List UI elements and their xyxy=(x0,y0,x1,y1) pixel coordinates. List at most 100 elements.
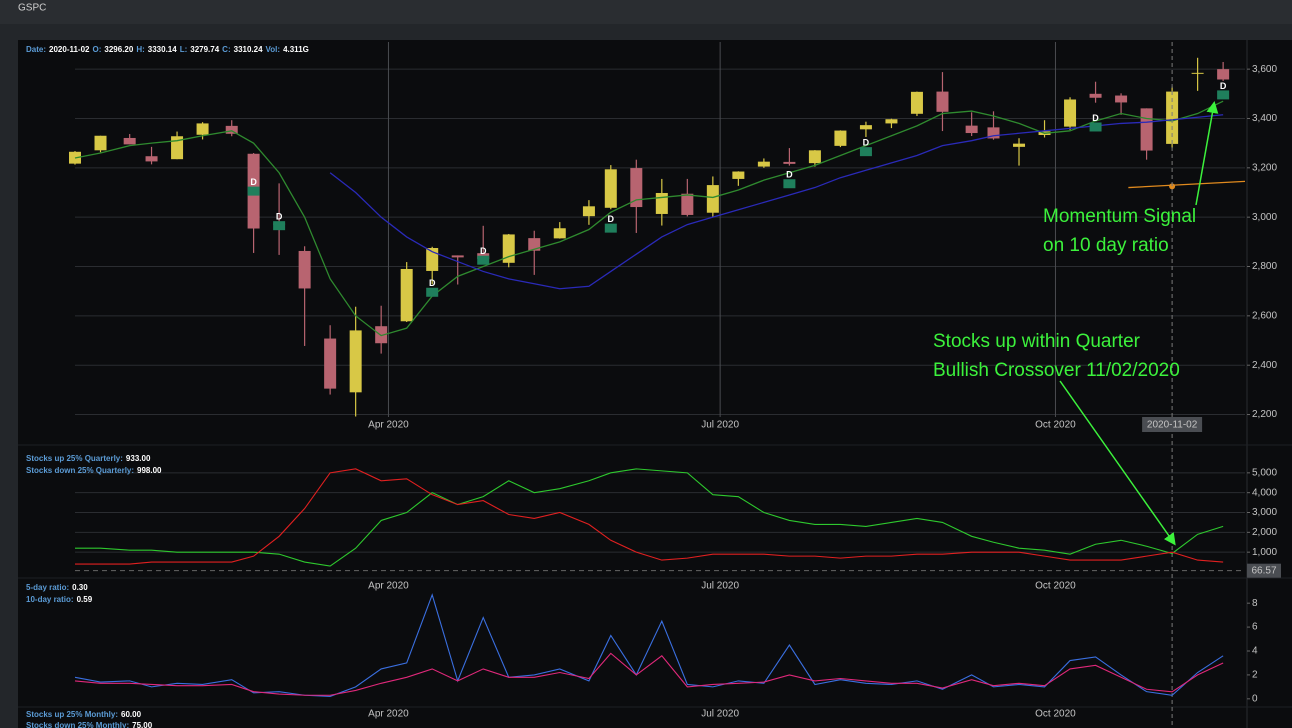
window-title: GSPC xyxy=(18,3,46,14)
y-tick-label: 2,200 xyxy=(1252,409,1277,420)
signal-label: D xyxy=(1092,113,1099,123)
x-tick-label: Apr 2020 xyxy=(368,581,409,592)
signal-label: D xyxy=(1220,81,1227,91)
x-tick-label: Oct 2020 xyxy=(1035,709,1076,720)
y-tick-label: 1,000 xyxy=(1252,547,1277,558)
x-tick-label: Jul 2020 xyxy=(701,420,739,431)
legend-text: Stocks down 25% Quarterly: xyxy=(26,466,134,475)
y-tick-label: 0 xyxy=(1252,693,1258,704)
legend-text: 4.311G xyxy=(283,45,309,54)
series-line xyxy=(74,652,1224,696)
signal-marker xyxy=(477,255,490,265)
candle-body xyxy=(987,127,1000,139)
candle-body xyxy=(145,156,158,162)
candle-body xyxy=(732,171,745,179)
x-tick-label: Jul 2020 xyxy=(701,709,739,720)
y-tick-label: 3,000 xyxy=(1252,212,1277,223)
legend-text: 933.00 xyxy=(126,454,151,463)
x-tick-label: Jul 2020 xyxy=(701,581,739,592)
x-tick-label: Apr 2020 xyxy=(368,420,409,431)
signal-marker xyxy=(1089,122,1102,132)
y-tick-label: 8 xyxy=(1252,598,1258,609)
last-value-box xyxy=(1247,563,1281,578)
legend-text: H: xyxy=(136,45,144,54)
candle-body xyxy=(630,168,643,208)
series-line xyxy=(75,468,1224,565)
candle-body xyxy=(681,193,694,215)
candle-body xyxy=(171,136,184,160)
candle-body xyxy=(1064,99,1077,127)
annotation-arrow xyxy=(1059,380,1176,546)
candle-body xyxy=(1140,108,1153,151)
moving-average xyxy=(329,114,1224,290)
signal-marker xyxy=(604,223,617,233)
candle-body xyxy=(582,206,595,217)
x-tick-label: Oct 2020 xyxy=(1035,581,1076,592)
signal-marker xyxy=(1217,90,1230,100)
legend-text: L: xyxy=(180,45,188,54)
signal-point xyxy=(1169,183,1176,190)
moving-average xyxy=(74,100,1224,337)
y-tick-label: 3,000 xyxy=(1252,507,1277,518)
legend-text: C: xyxy=(222,45,230,54)
candle-body xyxy=(1166,91,1179,144)
annotation: Momentum Signal xyxy=(1043,206,1196,227)
candle-body xyxy=(451,255,464,258)
y-tick-label: 2,600 xyxy=(1252,310,1277,321)
legend-text: 0.30 xyxy=(72,583,88,592)
legend-text: 3296.20 xyxy=(104,45,133,54)
annotation: on 10 day ratio xyxy=(1043,235,1169,256)
signal-marker xyxy=(247,186,260,196)
candle-body xyxy=(859,125,872,130)
candle-body xyxy=(808,150,821,164)
signal-label: D xyxy=(608,214,615,224)
last-value-label: 66.57 xyxy=(1251,565,1276,576)
candle-body xyxy=(375,326,388,344)
legend-text: Stocks up 25% Quarterly: xyxy=(26,454,123,463)
candle-body xyxy=(400,268,413,322)
legend-text: 75.00 xyxy=(132,721,153,728)
y-tick-label: 2,000 xyxy=(1252,527,1277,538)
title-bar xyxy=(0,0,1292,24)
candle-body xyxy=(553,228,566,239)
signal-label: D xyxy=(786,170,793,180)
candle-body xyxy=(757,161,770,167)
candle-body xyxy=(1089,93,1102,98)
legend-text: 0.59 xyxy=(77,595,93,604)
x-tick-label: Oct 2020 xyxy=(1035,420,1076,431)
legend-text: 10-day ratio: xyxy=(26,595,74,604)
series-line xyxy=(74,593,1224,697)
candle-body xyxy=(936,91,949,112)
legend-text: 60.00 xyxy=(121,710,142,719)
y-tick-label: 2,800 xyxy=(1252,261,1277,272)
y-tick-label: 3,600 xyxy=(1252,64,1277,75)
legend-text: 5-day ratio: xyxy=(26,583,69,592)
candle-body xyxy=(1217,69,1230,80)
y-tick-label: 4,000 xyxy=(1252,487,1277,498)
candle-body xyxy=(604,169,617,208)
annotation-arrow xyxy=(1195,101,1219,206)
candle-body xyxy=(324,338,337,389)
legend-text: 2020-11-02 xyxy=(49,45,90,54)
y-tick-label: 2 xyxy=(1252,670,1258,681)
candle-body xyxy=(298,250,311,289)
legend-text: Vol: xyxy=(266,45,281,54)
candle-body xyxy=(349,330,362,393)
signal-label: D xyxy=(863,138,870,148)
legend-text: Stocks up 25% Monthly: xyxy=(26,710,118,719)
y-tick-label: 4 xyxy=(1252,646,1258,657)
candle-body xyxy=(426,248,439,271)
candle-body xyxy=(706,185,719,213)
x-tick-label: Apr 2020 xyxy=(368,709,409,720)
signal-label: D xyxy=(276,212,283,222)
y-tick-label: 2,400 xyxy=(1252,360,1277,371)
legend-text: 3279.74 xyxy=(190,45,219,54)
signal-label: D xyxy=(250,177,257,187)
plots: 2,200 2,400 2,600 2,800 3,000 3,200 3,400 3,600… xyxy=(26,42,1281,728)
candle-body xyxy=(123,137,136,145)
y-tick-label: 5,000 xyxy=(1252,467,1277,478)
crosshair-label: 2020-11-02 xyxy=(1147,420,1198,431)
candle-body xyxy=(965,125,978,134)
candle-body xyxy=(655,192,668,214)
